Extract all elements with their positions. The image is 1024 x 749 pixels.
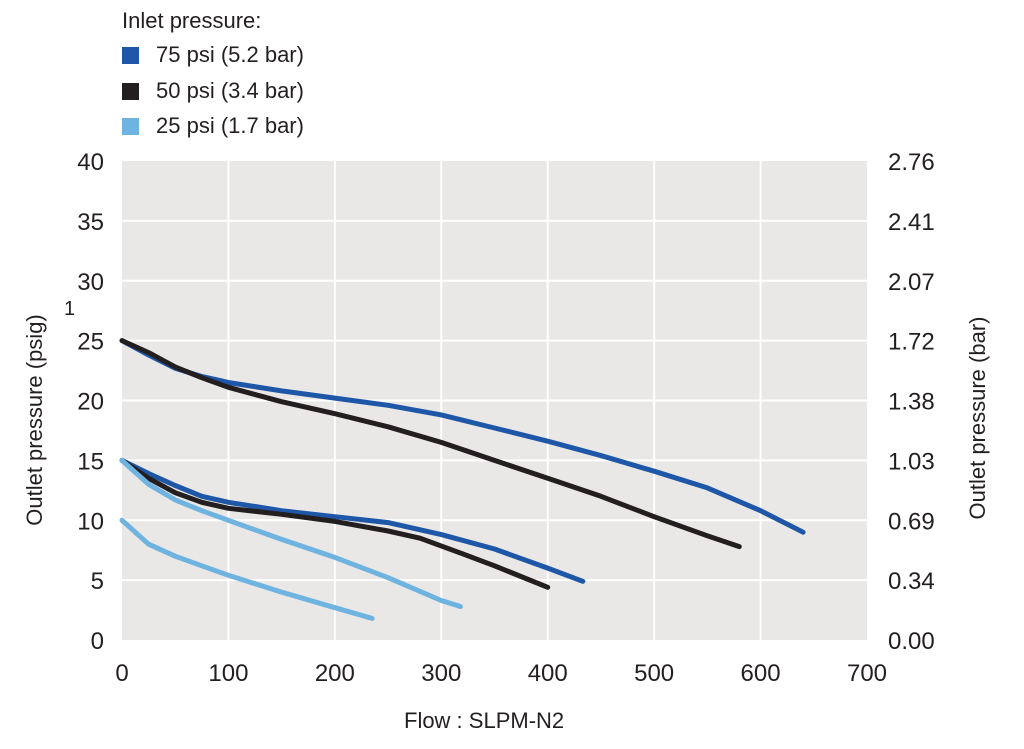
legend-label-25psi: 25 psi (1.7 bar) <box>156 113 304 138</box>
legend-swatch-75psi <box>122 47 139 64</box>
x-tick-labels: 0 100 200 300 400 500 600 700 <box>115 660 887 687</box>
legend-label-75psi: 75 psi (5.2 bar) <box>156 42 304 67</box>
series-line-1 <box>119 338 742 550</box>
legend-label-50psi: 50 psi (3.4 bar) <box>156 78 304 103</box>
series-line-4 <box>119 457 463 609</box>
y-left-tick-label: 15 <box>77 448 104 475</box>
y-left-tick-label: 40 <box>77 149 104 176</box>
x-tick-label: 500 <box>634 660 674 687</box>
legend-swatch-50psi <box>122 83 139 100</box>
x-tick-label: 0 <box>115 660 128 687</box>
y-axis-left-label: Outlet pressure (psig) <box>22 314 47 526</box>
y-right-tick-label: 0.00 <box>888 628 935 655</box>
series-lines <box>119 338 806 621</box>
series-line-2 <box>119 457 586 584</box>
y-left-tick-label: 10 <box>77 508 104 535</box>
legend-swatch-25psi <box>122 118 139 135</box>
y-left-tick-label: 35 <box>77 209 104 236</box>
x-tick-label: 700 <box>847 660 887 687</box>
x-tick-label: 400 <box>528 660 568 687</box>
x-tick-label: 600 <box>741 660 781 687</box>
y-left-tick-label: 30 <box>77 269 104 296</box>
y-axis-right-label: Outlet pressure (bar) <box>965 316 990 520</box>
x-axis-label: Flow : SLPM-N2 <box>404 708 565 733</box>
y-left-tick-label: 5 <box>91 568 104 595</box>
y-left-tick-label: 20 <box>77 389 104 416</box>
y-right-tick-labels: 0.00 0.34 0.69 1.03 1.38 1.72 2.07 2.41 2.76 <box>888 149 935 655</box>
y-right-tick-label: 2.76 <box>888 149 935 176</box>
y-right-tick-label: 0.69 <box>888 508 935 535</box>
y-left-tick-label: 25 <box>77 329 104 356</box>
y-right-tick-label: 2.41 <box>888 209 935 236</box>
series-line-5 <box>119 517 375 621</box>
footnote-marker: 1 <box>64 298 76 320</box>
legend-title: Inlet pressure: <box>122 8 262 33</box>
y-right-tick-label: 1.38 <box>888 389 935 416</box>
x-tick-label: 200 <box>315 660 355 687</box>
y-right-tick-label: 1.03 <box>888 448 935 475</box>
y-left-tick-labels: 0 5 10 15 20 25 30 35 40 <box>77 149 104 655</box>
y-left-tick-label: 0 <box>91 628 104 655</box>
y-right-tick-label: 0.34 <box>888 568 935 595</box>
x-tick-label: 300 <box>421 660 461 687</box>
series-line-3 <box>119 457 551 590</box>
y-right-tick-label: 2.07 <box>888 269 935 296</box>
y-right-tick-label: 1.72 <box>888 329 935 356</box>
x-tick-label: 100 <box>208 660 248 687</box>
